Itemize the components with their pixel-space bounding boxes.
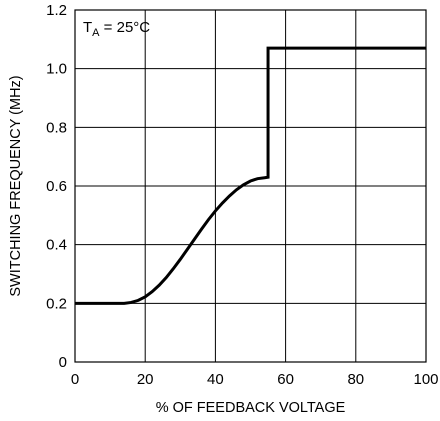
temperature-annotation: TA = 25°C — [83, 19, 150, 39]
annotation-subscript: A — [92, 27, 100, 39]
y-axis-title: SWITCHING FREQUENCY (MHz) — [8, 75, 24, 296]
x-tick-label: 100 — [413, 371, 438, 388]
annotation-base: T — [83, 19, 92, 36]
x-tick-label: 40 — [207, 371, 224, 388]
y-tick-label: 0 — [59, 354, 67, 371]
x-tick-label: 80 — [347, 371, 364, 388]
x-tick-label: 0 — [71, 371, 79, 388]
y-tick-label: 0.2 — [46, 295, 67, 312]
series-line-0 — [75, 46, 426, 305]
x-axis-title: % OF FEEDBACK VOLTAGE — [156, 400, 346, 416]
y-tick-label: 1.2 — [46, 2, 67, 19]
y-tick-label: 0.8 — [46, 119, 67, 136]
x-tick-label: 20 — [137, 371, 154, 388]
y-tick-label: 0.6 — [46, 178, 67, 195]
y-tick-label: 1.0 — [46, 61, 67, 78]
annotation-rest: = 25°C — [100, 19, 151, 36]
x-tick-label: 60 — [277, 371, 294, 388]
plot-frame — [74, 9, 427, 363]
y-tick-label: 0.4 — [46, 237, 67, 254]
